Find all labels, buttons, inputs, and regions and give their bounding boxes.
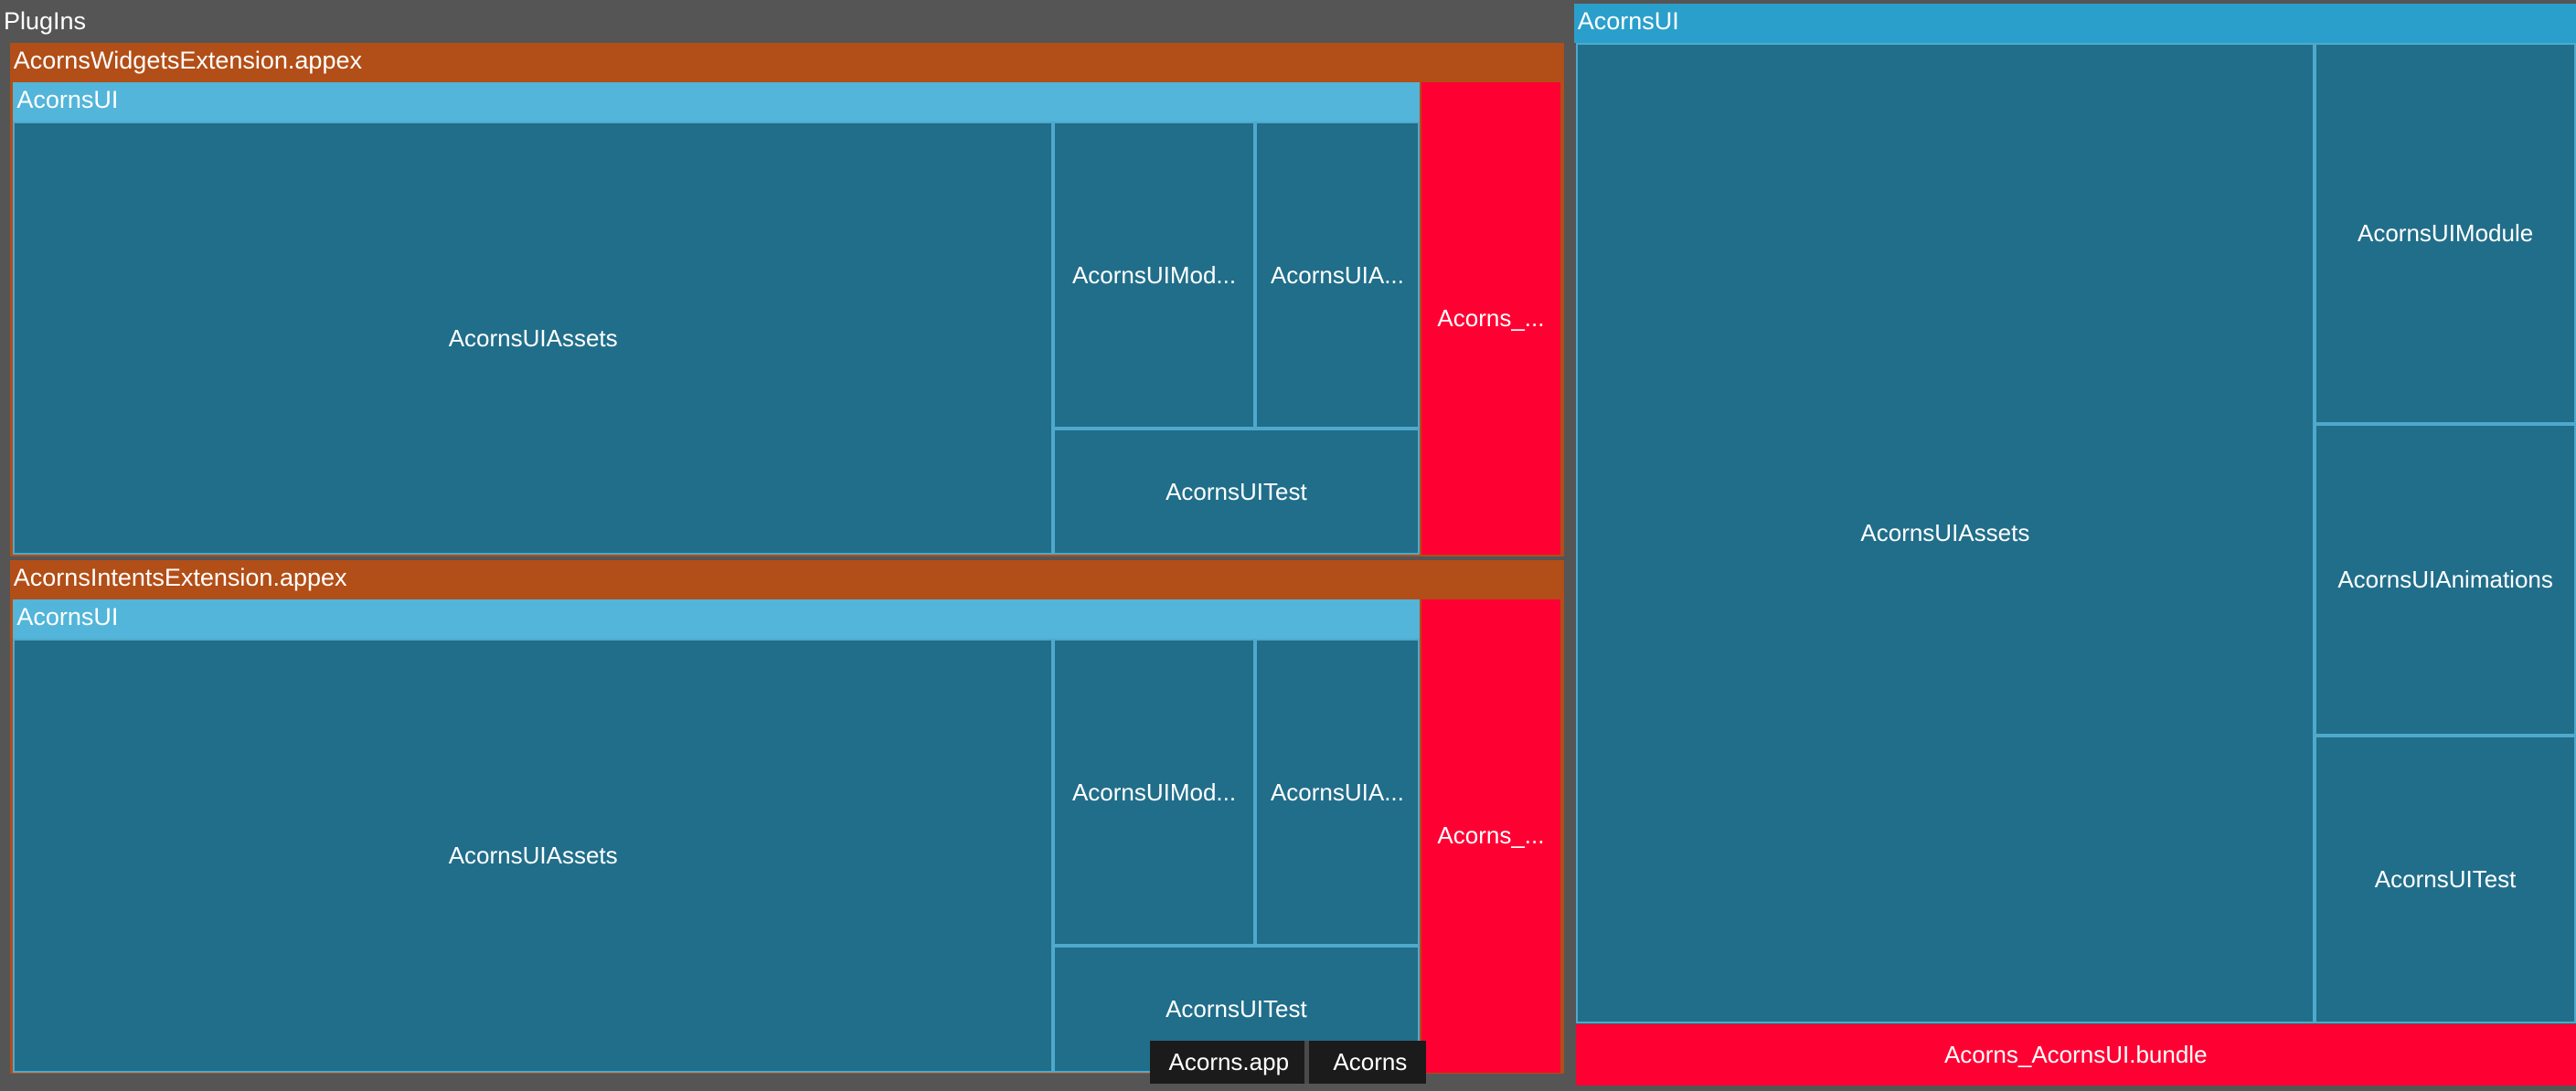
treemap-cell[interactable]: AcornsUIA...: [1255, 639, 1420, 947]
treemap-cell[interactable]: AcornsUIAnimations: [2315, 423, 2576, 736]
bundle-cell[interactable]: Acorns_...: [1421, 81, 1561, 556]
panel-header[interactable]: PlugIns: [0, 3, 1572, 43]
treemap-cell[interactable]: AcornsUIAssets: [13, 121, 1053, 556]
treemap-cell[interactable]: AcornsUIA...: [1255, 121, 1420, 429]
breadcrumb-item[interactable]: Acorns.app: [1150, 1041, 1308, 1085]
treemap-cell[interactable]: AcornsUIMod...: [1053, 121, 1256, 429]
bundle-cell[interactable]: Acorns_...: [1421, 598, 1561, 1073]
breadcrumb-item[interactable]: Acorns: [1314, 1041, 1426, 1085]
module-header[interactable]: AcornsUI: [13, 598, 1420, 640]
treemap-cell[interactable]: AcornsUITest: [1053, 429, 1420, 556]
bundle-cell[interactable]: Acorns_AcornsUI.bundle: [1575, 1024, 2576, 1086]
panel-header[interactable]: AcornsUI: [1573, 3, 2576, 43]
treemap-cell[interactable]: AcornsUIAssets: [1575, 42, 2315, 1023]
module-header[interactable]: AcornsUI: [13, 81, 1420, 122]
treemap-cell[interactable]: AcornsUIModule: [2315, 42, 2576, 424]
treemap-cell[interactable]: AcornsUITest: [2315, 736, 2576, 1023]
treemap-cell[interactable]: AcornsUIMod...: [1053, 639, 1256, 947]
treemap-cell[interactable]: AcornsUIAssets: [13, 639, 1053, 1073]
